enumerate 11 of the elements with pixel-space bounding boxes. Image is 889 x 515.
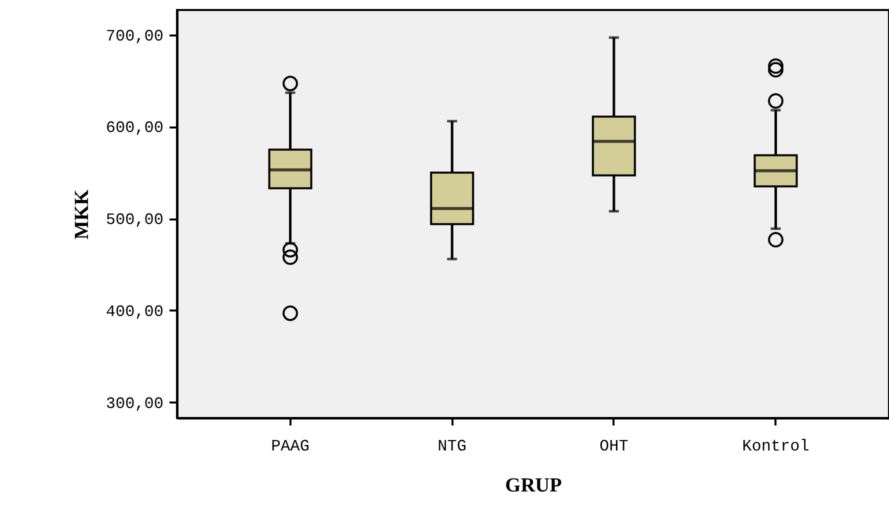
x-tick-label: NTG <box>438 438 466 456</box>
y-tick-label: 500,00 <box>106 211 164 230</box>
x-tick-label: OHT <box>600 438 628 456</box>
x-tick-label: Kontrol <box>742 438 810 456</box>
x-tick-label: PAAG <box>271 438 310 456</box>
y-axis-title: MKK <box>70 189 93 240</box>
y-tick-label: 400,00 <box>106 302 164 321</box>
x-axis-title: GRUP <box>505 474 562 496</box>
y-tick-label: 300,00 <box>106 394 164 413</box>
y-tick-label: 700,00 <box>106 27 164 46</box>
y-tick-label: 600,00 <box>106 119 164 138</box>
